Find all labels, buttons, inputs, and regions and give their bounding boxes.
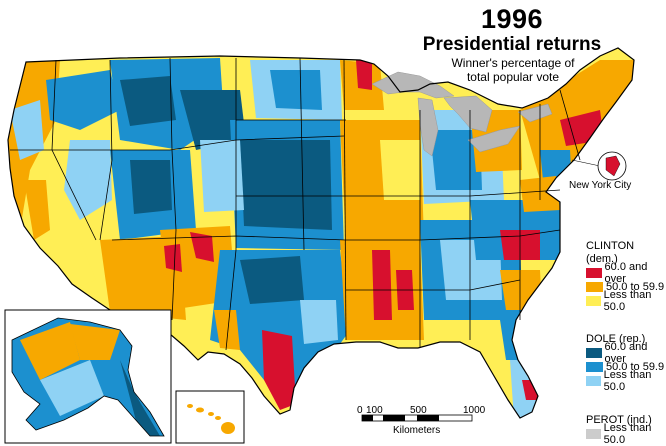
legend-label: Less than 50.0 <box>603 369 652 393</box>
legend-perot: PEROT (ind.) Less than 50.0 <box>586 414 666 446</box>
legend-swatch <box>586 296 601 306</box>
subtitle-line: Winner's percentage of <box>451 56 575 70</box>
scale-tick: 100 <box>366 405 383 416</box>
legend-item: Less than 50.0 <box>586 289 666 313</box>
nyc-inset <box>571 151 627 181</box>
legend-label: 60.0 and over <box>604 261 648 285</box>
subtitle-line: total popular vote <box>466 70 560 84</box>
legend-label: 50.0 to 59.9 <box>606 361 665 373</box>
legend-candidate: DOLE (rep.) <box>586 333 646 345</box>
legend-label: 50.0 to 59.9 <box>606 281 665 293</box>
legend-swatch <box>586 268 602 278</box>
legend-swatch <box>586 362 603 372</box>
page-title: Presidential returns <box>422 34 602 55</box>
scale-tick: 0 <box>357 405 363 416</box>
subtitle: Winner's percentage of total popular vot… <box>418 56 608 84</box>
legend-item: Less than 50.0 <box>586 369 666 393</box>
legend-item: 50.0 to 59.9 <box>586 280 666 294</box>
scale-tick: 500 <box>410 405 427 416</box>
legend-item: 50.0 to 59.9 <box>586 360 666 374</box>
legend-label: 60.0 and over <box>604 341 648 365</box>
legend-item: 60.0 and over <box>586 341 666 365</box>
legend-swatch <box>586 376 601 386</box>
scale-tick: 1000 <box>463 405 486 416</box>
legend-candidate: PEROT (ind.) <box>586 414 652 426</box>
scale-bar <box>361 414 473 422</box>
legend-clinton: CLINTON (dem.) 60.0 and over 50.0 to 59.… <box>586 240 666 313</box>
state-borders <box>10 57 581 351</box>
title-year: 1996 <box>480 4 544 34</box>
legend-swatch <box>586 348 602 358</box>
legend-item: 60.0 and over <box>586 261 666 285</box>
legend-item: Less than 50.0 <box>586 422 666 446</box>
legend-label: Less than 50.0 <box>603 422 652 446</box>
legend-label: Less than 50.0 <box>603 289 652 313</box>
legend-dole: DOLE (rep.) 60.0 and over 50.0 to 59.9 L… <box>586 333 666 393</box>
legend-swatch <box>586 429 601 439</box>
hawaii-inset <box>175 390 245 444</box>
alaska-inset <box>4 309 172 444</box>
scale-unit: Kilometers <box>393 425 441 436</box>
legend-swatch <box>586 282 603 292</box>
legend-candidate: CLINTON <box>586 240 635 252</box>
legend-party: (dem.) <box>586 253 618 265</box>
great-lakes <box>371 71 553 157</box>
nyc-label: New York City <box>569 180 632 191</box>
